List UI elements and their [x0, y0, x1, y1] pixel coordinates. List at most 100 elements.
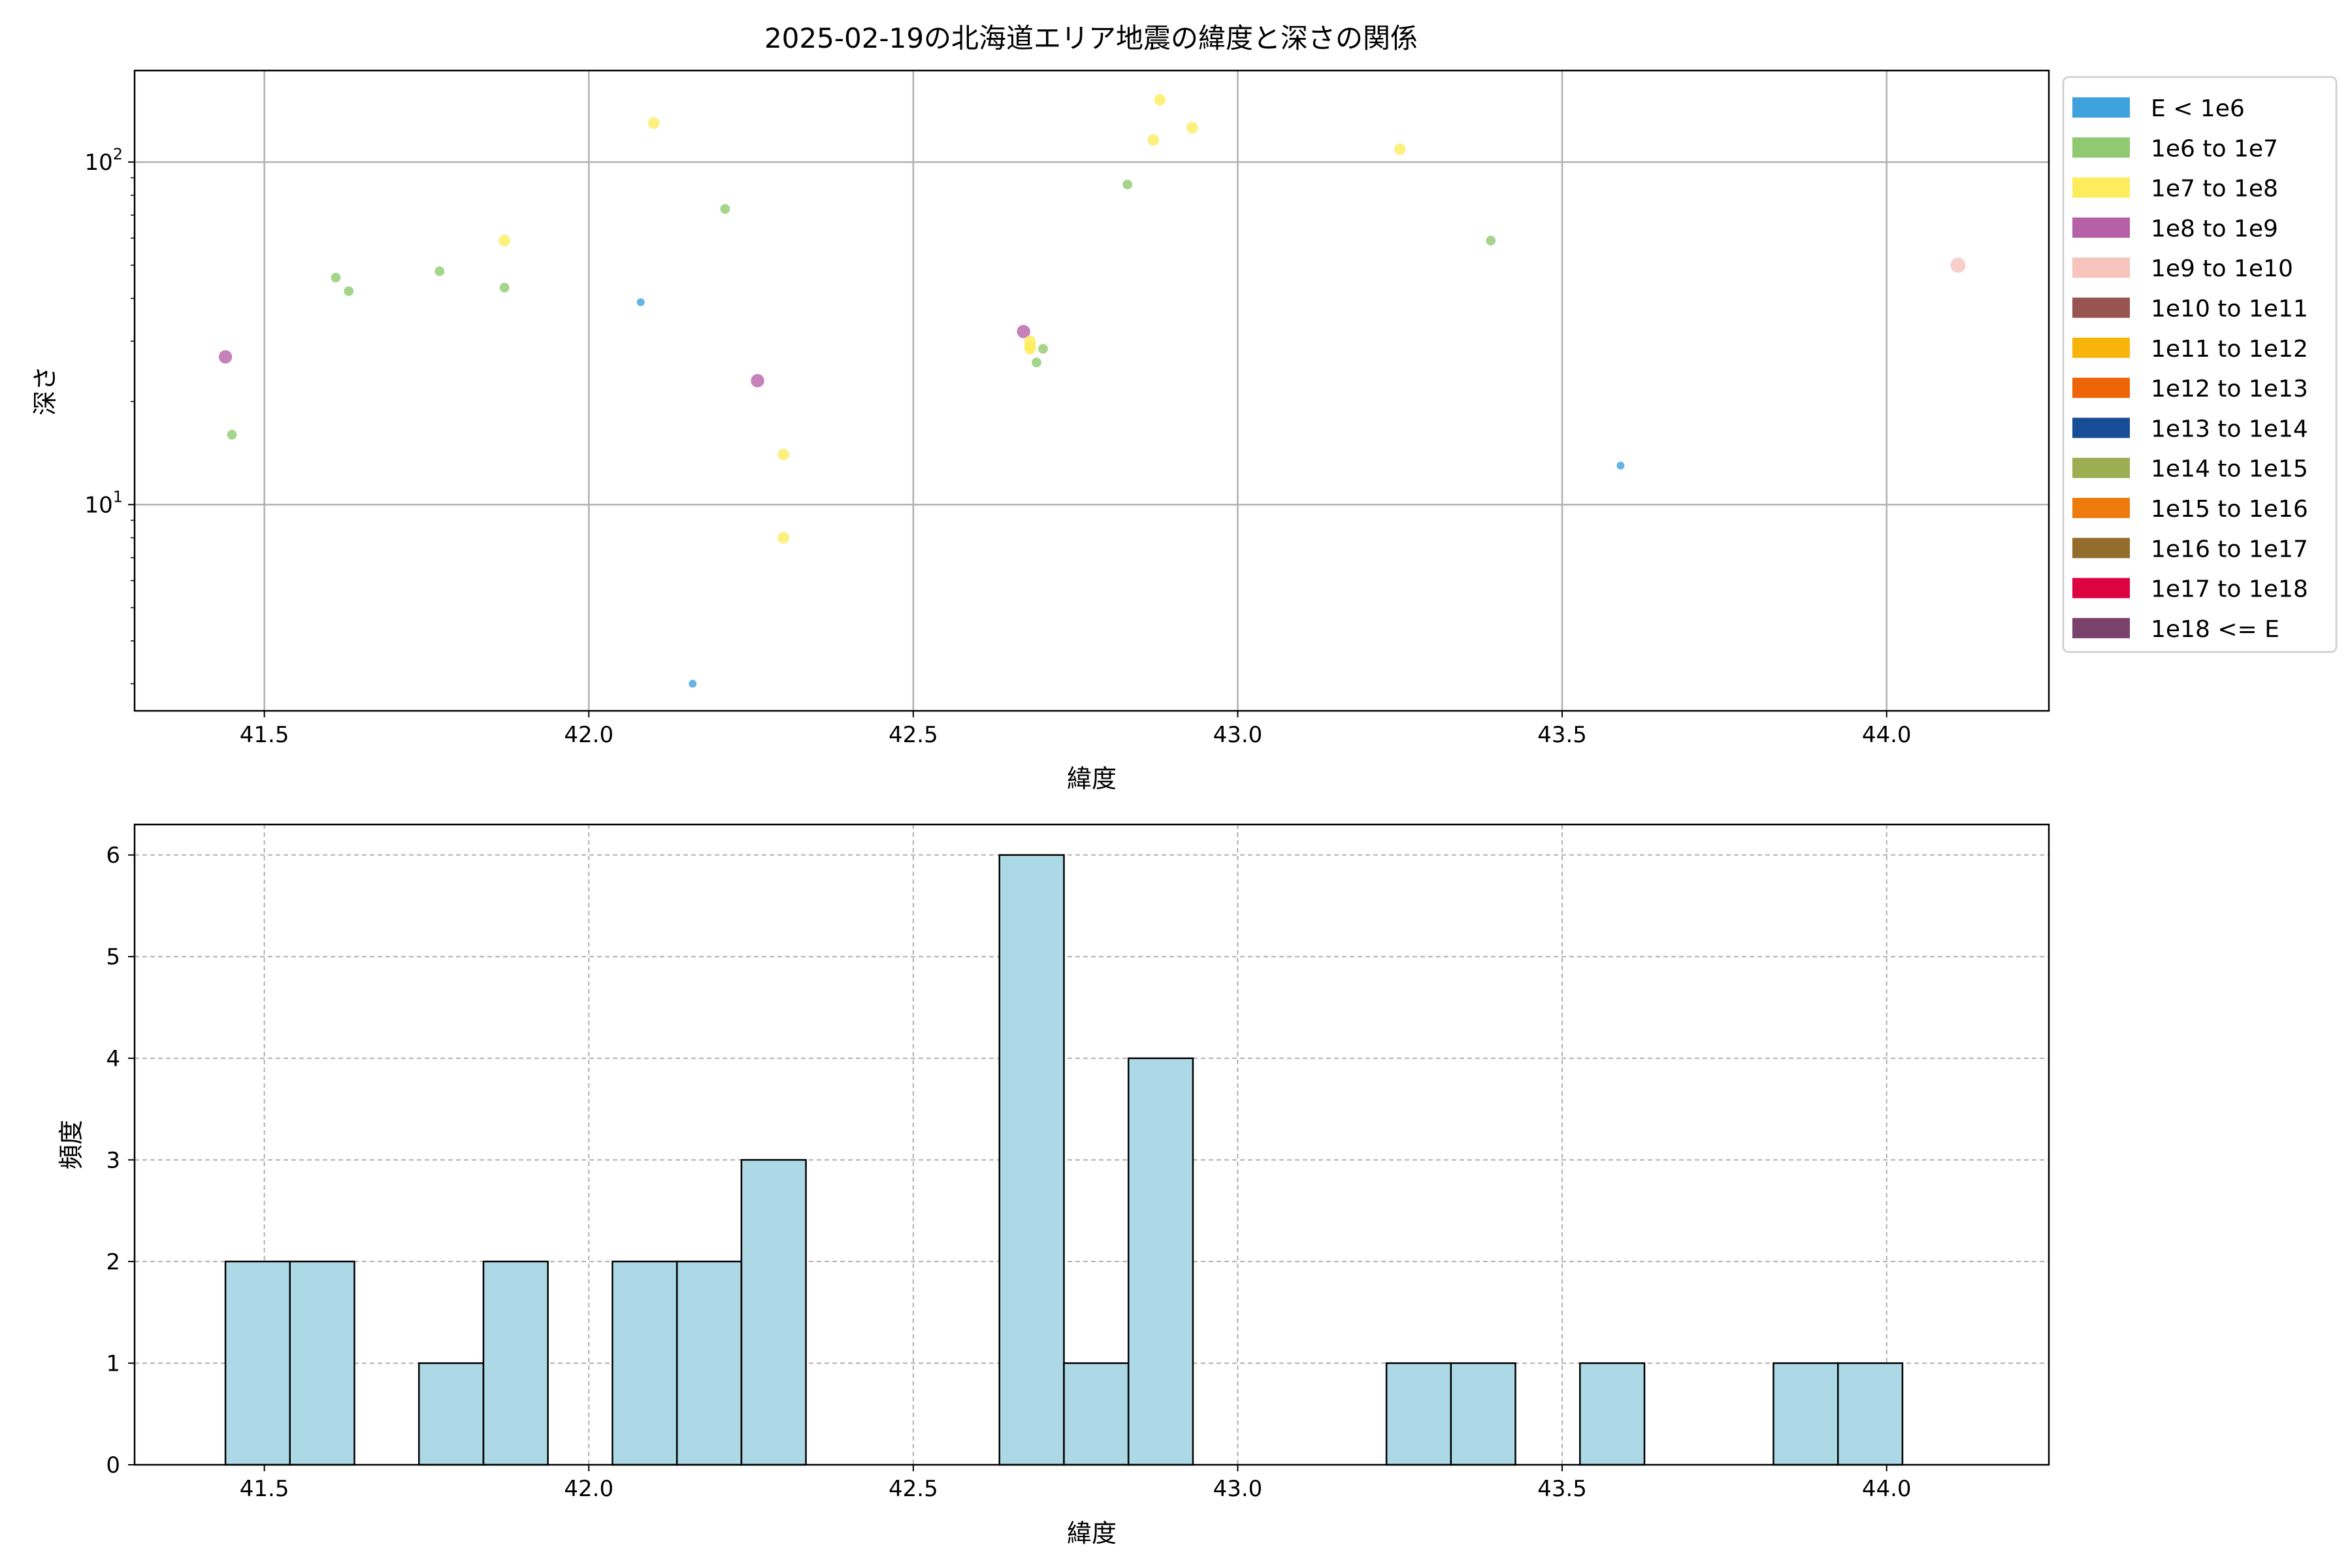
scatter-point [777, 532, 790, 544]
scatter-x-tick-label: 43.0 [1213, 722, 1263, 748]
histogram-bar [676, 1260, 743, 1466]
histogram-bar [1772, 1362, 1839, 1466]
legend-label: 1e8 to 1e9 [2151, 216, 2278, 242]
histogram-plot-frame [133, 823, 2050, 1466]
legend-swatch [2072, 177, 2130, 198]
scatter-point [751, 374, 764, 387]
histogram-grid [135, 825, 2049, 1465]
scatter-grid [135, 71, 2049, 711]
scatter-point [218, 350, 233, 364]
scatter-y-ticks: 101 102 [84, 145, 135, 685]
scatter-y-tick-label: 102 [84, 145, 123, 176]
histogram-bar [417, 1362, 485, 1466]
scatter-x-tick-label: 41.5 [240, 722, 289, 748]
histogram-bar [1127, 1057, 1194, 1466]
histogram-plot: 41.5 42.0 42.5 43.0 43.5 44.0 0 1 2 3 4 5 6 緯度 頻度 [57, 823, 2050, 1548]
histogram-bar [224, 1260, 291, 1466]
legend-label: E < 1e6 [2151, 95, 2245, 122]
histogram-y-tick-label: 0 [106, 1452, 120, 1478]
histogram-bar [1837, 1362, 1904, 1466]
legend-swatch [2072, 297, 2130, 318]
scatter-points [218, 93, 1966, 688]
legend-label: 1e14 to 1e15 [2151, 456, 2308, 483]
scatter-point [498, 235, 510, 247]
legend-swatch [2072, 217, 2130, 238]
legend-swatch [2072, 538, 2130, 559]
histogram-bar [740, 1159, 807, 1466]
legend-swatch [2072, 337, 2130, 358]
scatter-point [720, 204, 730, 214]
scatter-point [1122, 180, 1133, 189]
histogram-y-tick-label: 1 [106, 1350, 120, 1377]
histogram-x-tick-label: 41.5 [240, 1476, 289, 1502]
scatter-y-axis-label: 深さ [31, 366, 59, 416]
scatter-plot-frame [133, 69, 2050, 712]
scatter-point [1186, 122, 1198, 134]
histogram-bar [1579, 1362, 1646, 1466]
scatter-point [344, 286, 354, 296]
histogram-x-axis-label: 緯度 [1067, 1519, 1117, 1548]
scatter-point [1486, 235, 1496, 246]
scatter-y-tick-label: 101 [84, 487, 123, 518]
scatter-point [636, 298, 645, 306]
scatter-point [331, 272, 341, 283]
scatter-point [647, 117, 660, 129]
legend-label: 1e13 to 1e14 [2151, 416, 2308, 442]
legend-label: 1e16 to 1e17 [2151, 536, 2308, 563]
scatter-point [227, 429, 237, 440]
scatter-point [1017, 325, 1030, 338]
histogram-bars [224, 854, 1904, 1466]
scatter-point [434, 266, 445, 276]
legend: E < 1e6 1e6 to 1e7 1e7 to 1e8 1e8 to 1e9 1e9… [2062, 76, 2338, 653]
scatter-x-ticks: 41.5 42.0 42.5 43.0 43.5 44.0 [240, 711, 1912, 748]
legend-label: 1e6 to 1e7 [2151, 135, 2278, 162]
histogram-y-tick-label: 3 [106, 1147, 120, 1173]
scatter-point [1032, 357, 1041, 368]
legend-label: 1e18 <= E [2151, 616, 2279, 643]
chart-title: 2025-02-19の北海道エリア地震の緯度と深さの関係 [764, 22, 1418, 54]
histogram-x-tick-label: 42.5 [889, 1476, 938, 1502]
legend-label: 1e10 to 1e11 [2151, 296, 2308, 323]
histogram-y-tick-label: 5 [106, 944, 120, 970]
scatter-x-tick-label: 44.0 [1862, 722, 1912, 748]
scatter-point [1950, 257, 1966, 273]
scatter-point [499, 282, 510, 293]
histogram-bar [1450, 1362, 1516, 1466]
scatter-point [777, 448, 790, 461]
histogram-y-tick-label: 2 [106, 1249, 120, 1275]
scatter-point [1154, 93, 1166, 106]
histogram-y-ticks: 0 1 2 3 4 5 6 [106, 843, 135, 1478]
legend-swatch [2072, 498, 2130, 518]
legend-label: 1e17 to 1e18 [2151, 576, 2308, 603]
scatter-point [1024, 340, 1036, 352]
histogram-y-tick-label: 4 [106, 1046, 120, 1072]
legend-label: 1e7 to 1e8 [2151, 176, 2278, 203]
legend-swatch [2072, 257, 2130, 278]
scatter-point [1147, 134, 1160, 146]
histogram-bar [1385, 1362, 1452, 1466]
legend-swatch [2072, 617, 2130, 638]
scatter-point [1038, 344, 1048, 354]
legend-label: 1e12 to 1e13 [2151, 376, 2308, 402]
histogram-y-axis-label: 頻度 [57, 1120, 86, 1169]
legend-swatch [2072, 417, 2130, 438]
histogram-y-tick-label: 6 [106, 843, 120, 869]
legend-swatch [2072, 97, 2130, 118]
histogram-x-tick-label: 42.0 [564, 1476, 613, 1502]
legend-label: 1e15 to 1e16 [2151, 496, 2308, 523]
histogram-bar [612, 1260, 678, 1466]
scatter-point [1394, 143, 1406, 155]
legend-swatch [2072, 378, 2130, 399]
scatter-x-tick-label: 42.0 [564, 722, 613, 748]
scatter-point [1616, 461, 1625, 470]
histogram-x-tick-label: 43.5 [1537, 1476, 1587, 1502]
scatter-plot: 41.5 42.0 42.5 43.0 43.5 44.0 101 102 緯度 深さ [31, 69, 2050, 793]
scatter-x-tick-label: 43.5 [1537, 722, 1587, 748]
scatter-point [689, 679, 697, 688]
scatter-x-axis-label: 緯度 [1067, 764, 1117, 793]
histogram-bar [998, 854, 1065, 1466]
legend-swatch [2072, 457, 2130, 478]
legend-label: 1e11 to 1e12 [2151, 336, 2308, 363]
scatter-x-tick-label: 42.5 [889, 722, 938, 748]
